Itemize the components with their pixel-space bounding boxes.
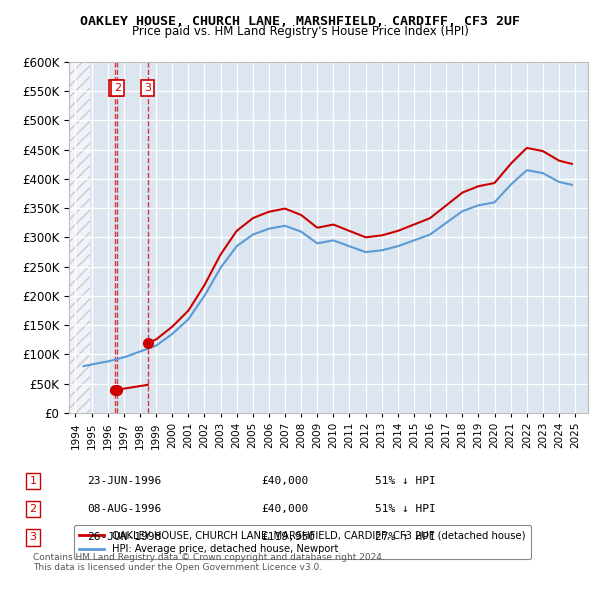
Text: £40,000: £40,000 xyxy=(261,504,308,514)
Text: 3: 3 xyxy=(29,533,37,542)
Text: 08-AUG-1996: 08-AUG-1996 xyxy=(87,504,161,514)
Legend: OAKLEY HOUSE, CHURCH LANE, MARSHFIELD, CARDIFF, CF3 2UF (detached house), HPI: A: OAKLEY HOUSE, CHURCH LANE, MARSHFIELD, C… xyxy=(74,525,530,559)
Text: £40,000: £40,000 xyxy=(261,476,308,486)
Text: 23-JUN-1996: 23-JUN-1996 xyxy=(87,476,161,486)
Text: £119,950: £119,950 xyxy=(261,533,315,542)
Text: 51% ↓ HPI: 51% ↓ HPI xyxy=(375,476,436,486)
Text: 2: 2 xyxy=(29,504,37,514)
Text: OAKLEY HOUSE, CHURCH LANE, MARSHFIELD, CARDIFF, CF3 2UF: OAKLEY HOUSE, CHURCH LANE, MARSHFIELD, C… xyxy=(80,15,520,28)
Text: 27% ↑ HPI: 27% ↑ HPI xyxy=(375,533,436,542)
Text: 26-JUN-1998: 26-JUN-1998 xyxy=(87,533,161,542)
Text: This data is licensed under the Open Government Licence v3.0.: This data is licensed under the Open Gov… xyxy=(33,563,322,572)
Text: Contains HM Land Registry data © Crown copyright and database right 2024.: Contains HM Land Registry data © Crown c… xyxy=(33,553,385,562)
Text: 3: 3 xyxy=(144,83,151,93)
Text: 1: 1 xyxy=(29,476,37,486)
Text: 51% ↓ HPI: 51% ↓ HPI xyxy=(375,504,436,514)
Text: Price paid vs. HM Land Registry's House Price Index (HPI): Price paid vs. HM Land Registry's House … xyxy=(131,25,469,38)
Text: 1: 1 xyxy=(112,83,119,93)
Text: 2: 2 xyxy=(114,83,121,93)
